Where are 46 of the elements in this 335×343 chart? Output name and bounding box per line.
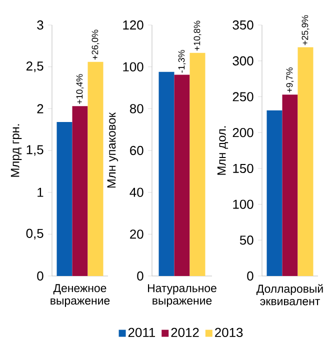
annotation: +9,7%: [286, 68, 294, 92]
y-tick-label: 150: [233, 164, 254, 174]
y-tick-label: 1: [38, 188, 44, 197]
bar: [72, 106, 88, 276]
annotation: +10,4%: [76, 74, 84, 104]
y-tick-label: 0: [247, 271, 254, 281]
y-tick-label: 120: [123, 20, 144, 30]
y-tick-label: 100: [233, 200, 254, 209]
y-tick-label: 250: [232, 92, 254, 102]
y-tick-label: 1,5: [26, 145, 44, 156]
x-tick-label: Денежное выражение: [50, 284, 110, 307]
y-tick-label: 0: [37, 271, 44, 281]
y-axis-title: Млн дол.: [217, 126, 228, 175]
legend-label: 2013: [215, 328, 243, 338]
y-tick-label: 40: [130, 188, 144, 197]
y-tick-label: 20: [130, 230, 144, 239]
y-tick-label: 60: [130, 146, 144, 156]
y-axis-title: Млрд грн.: [10, 124, 22, 177]
y-tick-label: 2,5: [26, 61, 44, 72]
annotation: +10,8%: [194, 20, 202, 51]
bar: [298, 47, 314, 276]
bar: [266, 110, 282, 276]
x-tick-label: Долларовый эквивалент: [256, 284, 323, 306]
bar: [190, 52, 206, 276]
y-tick-label: 3: [37, 20, 44, 30]
bar: [282, 94, 298, 276]
y-tick-label: 0,5: [26, 228, 44, 240]
annotation: +25,9%: [302, 15, 310, 46]
y-tick-label: 300: [232, 56, 254, 66]
y-tick-label: 200: [232, 128, 254, 138]
y-axis-title: Млн упаковок: [107, 112, 118, 188]
y-tick-label: 50: [240, 236, 254, 245]
bar: [88, 62, 104, 276]
legend-label: 2011: [128, 328, 156, 338]
bar: [174, 74, 190, 276]
x-tick-label: Натуральное выражение: [148, 284, 216, 307]
y-tick-label: 350: [232, 20, 254, 30]
annotation: +26,0%: [92, 30, 100, 60]
y-tick-label: 0: [137, 271, 144, 281]
annotation: -1,3%: [178, 50, 186, 73]
y-tick-label: 2: [37, 104, 44, 114]
y-tick-label: 100: [123, 62, 144, 72]
legend-label: 2012: [171, 328, 199, 338]
bar: [56, 122, 72, 276]
y-tick-label: 80: [130, 104, 144, 114]
bar: [158, 72, 174, 276]
